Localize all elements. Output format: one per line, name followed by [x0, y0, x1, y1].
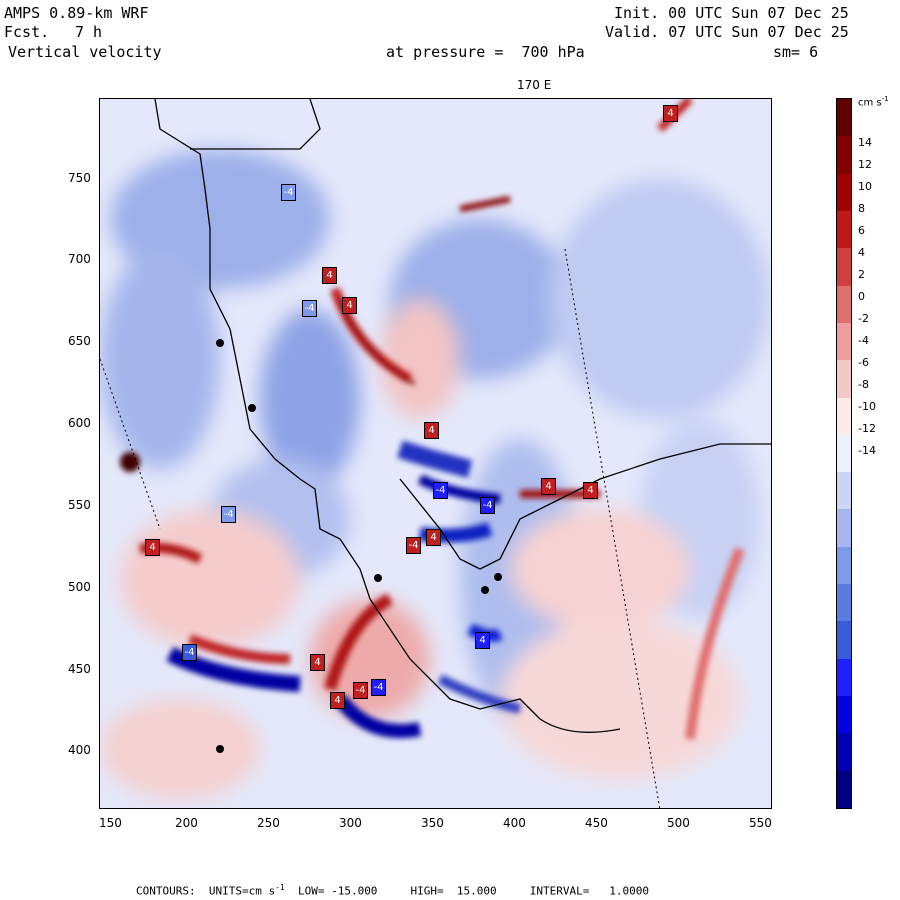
x-tick-label: 350	[421, 816, 444, 830]
colorbar-tick-label: -10	[858, 400, 876, 413]
init-time: Init. 00 UTC Sun 07 Dec 25	[614, 4, 849, 22]
colorbar-segment	[837, 285, 851, 324]
extreme-value-label: 4	[342, 297, 357, 314]
colorbar-segment	[837, 472, 851, 510]
colorbar-tick-label: 6	[858, 224, 865, 237]
extreme-value-label: -4	[182, 644, 197, 661]
extreme-value-label: -4	[353, 682, 368, 699]
smoothing-label: sm= 6	[773, 43, 819, 61]
x-tick-label: 550	[749, 816, 772, 830]
graticule	[100, 248, 661, 808]
colorbar-segment	[837, 322, 851, 361]
y-tick-label: 750	[68, 171, 91, 185]
pressure-level: at pressure = 700 hPa	[386, 43, 585, 61]
colorbar-segment	[837, 584, 851, 622]
colorbar-segment	[837, 434, 851, 473]
colorbar-segment	[837, 696, 851, 734]
extreme-value-label: 4	[310, 654, 325, 671]
valid-time: Valid. 07 UTC Sun 07 Dec 25	[605, 23, 849, 41]
colorbar-segment	[837, 546, 851, 585]
extreme-value-label: 4	[475, 632, 490, 649]
vertical-velocity-map	[99, 98, 772, 809]
colorbar-segment	[837, 99, 851, 137]
colorbar-tick-label: -12	[858, 422, 876, 435]
extreme-value-label: 4	[424, 422, 439, 439]
colorbar-tick-label: 12	[858, 158, 872, 171]
y-tick-label: 700	[68, 252, 91, 266]
colorbar-units: cm s-1	[858, 95, 889, 109]
x-tick-label: 400	[503, 816, 526, 830]
colorbar-tick-label: 4	[858, 246, 865, 259]
colorbar-segment	[837, 733, 851, 772]
y-tick-label: 550	[68, 498, 91, 512]
y-tick-label: 500	[68, 580, 91, 594]
extreme-value-label: -4	[406, 537, 421, 554]
colorbar-tick-label: 8	[858, 202, 865, 215]
extreme-value-label: 4	[145, 539, 160, 556]
extreme-value-label: -4	[221, 506, 236, 523]
field-name: Vertical velocity	[8, 43, 162, 61]
colorbar-segment	[837, 509, 851, 548]
y-tick-label: 450	[68, 662, 91, 676]
colorbar-segment	[837, 248, 851, 287]
colorbar-tick-label: 0	[858, 290, 865, 303]
colorbar-tick-label: 14	[858, 136, 872, 149]
extreme-value-label: 4	[663, 105, 678, 122]
x-tick-label: 150	[99, 816, 122, 830]
colorbar-segment	[837, 136, 851, 175]
forecast-hour: 7 h	[75, 23, 103, 41]
colorbar-segment	[837, 658, 851, 697]
contour-info: CONTOURS: UNITS=cm s-1 LOW= -15.000 HIGH…	[136, 883, 649, 898]
x-tick-label: 200	[175, 816, 198, 830]
model-title: AMPS 0.89-km WRF	[4, 4, 149, 22]
colorbar-segment	[837, 397, 851, 436]
colorbar-segment	[837, 621, 851, 660]
colorbar-segment	[837, 173, 851, 212]
x-tick-label: 300	[339, 816, 362, 830]
meridian-label: 170 E	[517, 78, 552, 92]
forecast-label: Fcst.	[4, 23, 50, 41]
y-tick-label: 650	[68, 334, 91, 348]
y-tick-label: 600	[68, 416, 91, 430]
extreme-value-label: -4	[433, 482, 448, 499]
extreme-value-label: 4	[322, 267, 337, 284]
extreme-value-label: -4	[302, 300, 317, 317]
colorbar	[836, 98, 852, 809]
station-markers	[216, 339, 502, 753]
extreme-value-label: 4	[583, 482, 598, 499]
extreme-value-label: -4	[281, 184, 296, 201]
extreme-value-label: 4	[541, 478, 556, 495]
coastlines	[154, 99, 771, 733]
x-tick-label: 450	[585, 816, 608, 830]
extreme-value-label: 4	[426, 529, 441, 546]
extreme-value-label: -4	[371, 679, 386, 696]
colorbar-tick-label: -6	[858, 356, 869, 369]
extreme-value-label: -4	[480, 497, 495, 514]
colorbar-tick-label: -14	[858, 444, 876, 457]
x-tick-label: 500	[667, 816, 690, 830]
colorbar-segment	[837, 360, 851, 399]
colorbar-tick-label: -2	[858, 312, 869, 325]
x-tick-label: 250	[257, 816, 280, 830]
colorbar-tick-label: -8	[858, 378, 869, 391]
map-svg	[100, 99, 771, 808]
colorbar-tick-label: 10	[858, 180, 872, 193]
colorbar-tick-label: -4	[858, 334, 869, 347]
colorbar-segment	[837, 770, 851, 809]
extreme-value-label: 4	[330, 692, 345, 709]
colorbar-segment	[837, 210, 851, 249]
y-tick-label: 400	[68, 743, 91, 757]
colorbar-tick-label: 2	[858, 268, 865, 281]
